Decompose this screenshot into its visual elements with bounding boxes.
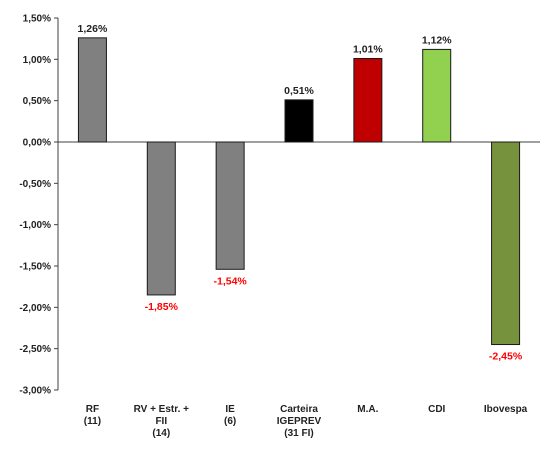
y-tick-label: 0,50%	[23, 96, 51, 107]
bar-3	[284, 99, 314, 143]
category-label-1: RV + Estr. + FII (14)	[134, 404, 190, 439]
data-label-6: -2,45%	[489, 351, 523, 363]
y-tick-label: -1,00%	[19, 220, 51, 231]
y-tick-label: -3,00%	[19, 386, 51, 397]
y-tick-label: -0,50%	[19, 179, 51, 190]
y-tick-label: 1,50%	[23, 14, 51, 25]
data-labels: 1,26% -1,85% -1,54% 0,51% 1,01% 1,12% -2,45%	[78, 23, 523, 363]
category-label-2: IE (6)	[224, 404, 236, 427]
data-label-0: 1,26%	[78, 23, 108, 35]
category-labels: RF (11) RV + Estr. + FII (14) IE (6) Carteira IG…	[84, 404, 528, 439]
bar-4	[353, 58, 383, 143]
category-label-3: Carteira IGEPREV (31 FI)	[277, 404, 322, 439]
bar-1	[146, 141, 176, 296]
category-label-6: Ibovespa	[484, 404, 528, 415]
bar-5	[422, 48, 452, 143]
category-label-5: CDI	[428, 404, 445, 415]
data-label-4: 1,01%	[353, 44, 383, 56]
bar-0	[77, 37, 107, 143]
y-tick-label: -2,00%	[19, 303, 51, 314]
category-label-4: M.A.	[357, 404, 378, 415]
data-label-3: 0,51%	[284, 85, 314, 97]
data-label-2: -1,54%	[214, 275, 248, 287]
y-tick-label: 1,00%	[23, 55, 51, 66]
bar-6	[491, 141, 521, 346]
data-label-5: 1,12%	[422, 34, 452, 46]
bar-2	[215, 141, 245, 270]
y-tick-label: -2,50%	[19, 344, 51, 355]
bars	[77, 37, 521, 346]
category-label-0: RF (11)	[84, 404, 101, 427]
y-tick-label: -1,50%	[19, 262, 51, 273]
y-tick-label: 0,00%	[23, 138, 51, 149]
data-label-1: -1,85%	[145, 301, 179, 313]
